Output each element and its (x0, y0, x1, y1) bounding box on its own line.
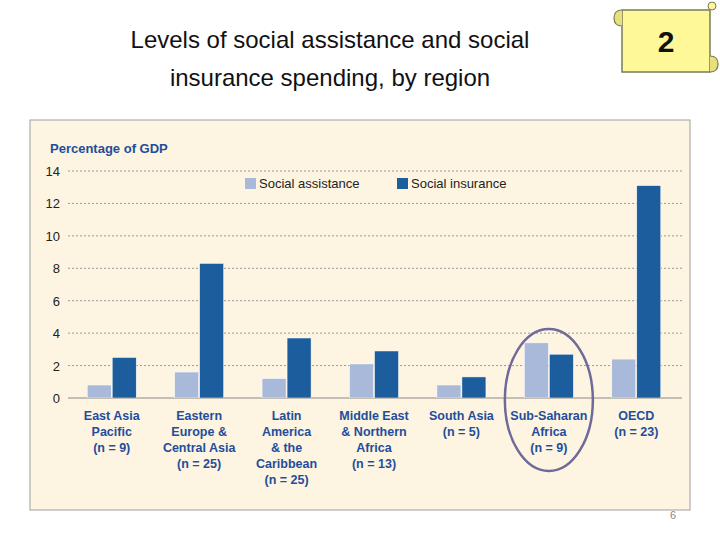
page-number: 6 (670, 509, 676, 521)
text-line: (n = 25) (265, 473, 309, 487)
text-line: OECD (618, 409, 654, 423)
bar (375, 351, 399, 398)
text-line: (n = 13) (352, 457, 396, 471)
x-tick-label: OECD (n = 23) (614, 409, 658, 439)
text-line: & Northern (341, 425, 406, 439)
grid-line (68, 171, 682, 172)
text-line: Eastern (176, 409, 222, 423)
legend-swatch (245, 178, 256, 189)
x-tick-label: Eastern Europe & Central Asia (n = 25) (163, 409, 237, 471)
grid-line (68, 268, 682, 269)
slide-title: Levels of social assistance and social in… (131, 26, 530, 91)
bar (462, 377, 486, 398)
text-line: South Asia (429, 409, 495, 423)
text-line: (n = 23) (614, 425, 658, 439)
text-line: Caribbean (256, 457, 317, 471)
text-line: Middle East (339, 409, 409, 423)
text-line: America (262, 425, 312, 439)
badge: 2 (614, 2, 718, 72)
legend-swatch (397, 178, 408, 189)
text-line: Levels of social assistance and social (131, 26, 530, 53)
text-line: (n = 5) (443, 425, 480, 439)
text-line: insurance spending, by region (170, 64, 490, 91)
bar (112, 357, 136, 398)
text-line: (n = 9) (530, 441, 567, 455)
highlight-ellipse (505, 329, 593, 471)
y-tick-label: 4 (53, 326, 60, 341)
x-tick-label: South Asia (n = 5) (429, 409, 495, 439)
x-tick-label: Latin America & the Caribbean (n = 25) (256, 409, 317, 487)
badge-curl (614, 10, 622, 26)
bar (87, 385, 111, 398)
legend-label: Social insurance (411, 176, 506, 191)
badge-curl (708, 2, 716, 10)
grid-line (68, 235, 682, 236)
bar (262, 379, 286, 398)
chart-panel (30, 120, 690, 510)
badge-curl (710, 56, 718, 72)
text-line: Africa (356, 441, 392, 455)
bar (350, 364, 374, 398)
text-line: Africa (531, 425, 567, 439)
grid-line (68, 300, 682, 301)
y-tick-label: 8 (53, 261, 60, 276)
bars (87, 186, 661, 398)
y-tick-label: 14 (46, 164, 60, 179)
bar (200, 263, 224, 398)
grid-line (68, 333, 682, 334)
bar (637, 186, 661, 398)
y-tick-label: 2 (53, 359, 60, 374)
y-tick-label: 0 (53, 391, 60, 406)
badge-shape (622, 10, 710, 72)
bar (175, 372, 199, 398)
bar (437, 385, 461, 398)
text-line: Pacific (92, 425, 132, 439)
x-tick-label: East Asia Pacific (n = 9) (84, 409, 141, 455)
text-line: & the (271, 441, 302, 455)
text-line: Sub-Saharan (510, 409, 587, 423)
grid-line (68, 203, 682, 204)
y-tick-label: 6 (53, 294, 60, 309)
slide: Levels of social assistance and social in… (0, 0, 720, 540)
legend-label: Social assistance (259, 176, 359, 191)
y-axis-label: Percentage of GDP (50, 141, 168, 156)
text-line: (n = 25) (177, 457, 221, 471)
bar (612, 359, 636, 398)
text-line: (n = 9) (93, 441, 130, 455)
bar (287, 338, 311, 398)
text-line: Europe & (171, 425, 227, 439)
x-tick-label: Middle East & Northern Africa (n = 13) (339, 409, 409, 471)
text-line: Latin (272, 409, 302, 423)
badge-text: 2 (658, 25, 675, 58)
text-line: East Asia (84, 409, 141, 423)
y-tick-label: 12 (46, 196, 60, 211)
bar (524, 343, 548, 398)
y-tick-label: 10 (46, 229, 60, 244)
bar (549, 354, 573, 398)
x-tick-label: Sub-Saharan Africa (n = 9) (510, 409, 587, 455)
text-line: Central Asia (163, 441, 237, 455)
